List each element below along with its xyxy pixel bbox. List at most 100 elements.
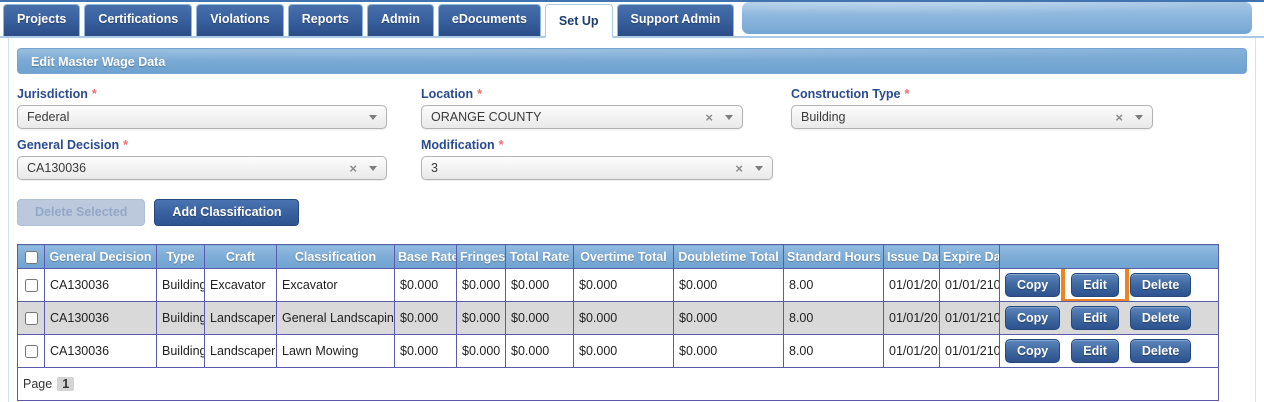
form-row-2: General Decision * CA130036 × Modificatio…: [17, 138, 1247, 180]
page-label: Page: [23, 377, 53, 391]
page-number-badge[interactable]: 1: [57, 377, 75, 391]
cell-expire-date: 01/01/2100: [939, 334, 1000, 368]
dropdown-caret-icon[interactable]: [369, 114, 377, 120]
table-footer-row: Page 1: [17, 367, 1219, 401]
cell-base-rate: $0.000: [394, 334, 457, 368]
general-decision-select[interactable]: CA130036 ×: [17, 156, 387, 180]
header-checkbox-cell: [17, 244, 45, 269]
cell-general-decision: CA130036: [44, 301, 157, 335]
col-type: Type: [156, 244, 205, 269]
col-overtime-total: Overtime Total: [573, 244, 674, 269]
modification-select[interactable]: 3 ×: [421, 156, 773, 180]
cell-standard-hours: 8.00: [783, 268, 884, 302]
row-actions-cell: Copy Edit Delete: [999, 301, 1219, 335]
delete-button[interactable]: Delete: [1129, 273, 1192, 297]
select-all-checkbox[interactable]: [24, 250, 38, 264]
cell-total-rate: $0.000: [505, 301, 574, 335]
modification-label: Modification *: [421, 138, 504, 152]
tab-edocuments[interactable]: eDocuments: [437, 4, 541, 36]
clear-icon[interactable]: ×: [735, 160, 743, 176]
page-title: Edit Master Wage Data: [17, 48, 1247, 74]
tab-set-up[interactable]: Set Up: [544, 4, 613, 38]
copy-button[interactable]: Copy: [1005, 273, 1061, 297]
cell-type: Building: [156, 301, 205, 335]
col-fringes: Fringes: [456, 244, 506, 269]
location-value: ORANGE COUNTY: [431, 110, 542, 124]
cell-craft: Excavator: [204, 268, 277, 302]
tab-violations[interactable]: Violations: [196, 4, 284, 36]
tab-support-admin[interactable]: Support Admin: [616, 4, 735, 36]
delete-selected-button[interactable]: Delete Selected: [17, 199, 146, 226]
tab-admin[interactable]: Admin: [366, 4, 434, 36]
table-row: CA130036 Building Excavator Excavator $0…: [17, 268, 1219, 302]
dropdown-caret-icon[interactable]: [725, 114, 733, 120]
cell-type: Building: [156, 334, 205, 368]
form-row-1: Jurisdiction * Federal Location * ORANGE C…: [17, 87, 1247, 129]
table-row: CA130036 Building Landscaper Lawn Mowing…: [17, 334, 1219, 368]
cell-fringes: $0.000: [456, 334, 506, 368]
jurisdiction-label: Jurisdiction *: [17, 87, 97, 101]
add-classification-button[interactable]: Add Classification: [154, 199, 300, 226]
table-row: CA130036 Building Landscaper General Lan…: [17, 301, 1219, 335]
jurisdiction-select[interactable]: Federal: [17, 105, 387, 129]
col-doubletime-total: Doubletime Total: [673, 244, 784, 269]
dropdown-caret-icon[interactable]: [369, 165, 377, 171]
copy-button[interactable]: Copy: [1005, 339, 1061, 363]
col-craft: Craft: [204, 244, 277, 269]
cell-overtime-total: $0.000: [573, 301, 674, 335]
tab-projects[interactable]: Projects: [3, 4, 81, 36]
pagination-cell: Page 1: [17, 367, 1219, 401]
construction-type-field-group: Construction Type * Building ×: [791, 87, 1153, 129]
copy-button[interactable]: Copy: [1005, 306, 1061, 330]
required-asterisk: *: [904, 87, 910, 101]
cell-total-rate: $0.000: [505, 268, 574, 302]
cell-issue-date: 01/01/2013: [883, 268, 940, 302]
highlighted-edit-wrapper: Edit: [1061, 269, 1129, 301]
wage-data-table: General Decision Type Craft Classificati…: [17, 244, 1219, 401]
edit-button[interactable]: Edit: [1071, 306, 1119, 330]
cell-doubletime-total: $0.000: [673, 268, 784, 302]
cell-issue-date: 01/01/2013: [883, 301, 940, 335]
dropdown-caret-icon[interactable]: [1135, 114, 1143, 120]
col-standard-hours: Standard Hours: [783, 244, 884, 269]
cell-doubletime-total: $0.000: [673, 334, 784, 368]
row-checkbox[interactable]: [24, 312, 38, 326]
cell-general-decision: CA130036: [44, 268, 157, 302]
cell-classification: General Landscaping: [276, 301, 395, 335]
modification-value: 3: [431, 161, 438, 175]
construction-type-select[interactable]: Building ×: [791, 105, 1153, 129]
row-actions-cell: Copy Edit Delete: [999, 334, 1219, 368]
row-checkbox[interactable]: [24, 345, 38, 359]
delete-button[interactable]: Delete: [1129, 306, 1192, 330]
cell-general-decision: CA130036: [44, 334, 157, 368]
delete-button[interactable]: Delete: [1129, 339, 1192, 363]
location-select[interactable]: ORANGE COUNTY ×: [421, 105, 743, 129]
dropdown-caret-icon[interactable]: [755, 165, 763, 171]
col-general-decision: General Decision: [44, 244, 157, 269]
clear-icon[interactable]: ×: [349, 160, 357, 176]
cell-classification: Excavator: [276, 268, 395, 302]
tab-reports[interactable]: Reports: [287, 4, 363, 36]
cell-craft: Landscaper: [204, 334, 277, 368]
clear-icon[interactable]: ×: [1115, 109, 1123, 125]
edit-button[interactable]: Edit: [1071, 273, 1119, 297]
location-field-group: Location * ORANGE COUNTY ×: [421, 87, 743, 129]
cell-classification: Lawn Mowing: [276, 334, 395, 368]
row-checkbox-cell: [17, 268, 45, 302]
edit-button[interactable]: Edit: [1071, 339, 1119, 363]
row-actions-cell: Copy Edit Delete: [999, 268, 1219, 302]
required-asterisk: *: [477, 87, 482, 101]
clear-icon[interactable]: ×: [705, 109, 713, 125]
row-checkbox-cell: [17, 334, 45, 368]
cell-standard-hours: 8.00: [783, 301, 884, 335]
jurisdiction-value: Federal: [27, 110, 70, 124]
grid-toolbar: Delete Selected Add Classification: [17, 199, 1247, 226]
cell-issue-date: 01/01/2013: [883, 334, 940, 368]
construction-type-value: Building: [801, 110, 846, 124]
main-tab-bar: Projects Certifications Violations Repor…: [0, 0, 1264, 38]
tab-certifications[interactable]: Certifications: [84, 4, 193, 36]
row-checkbox[interactable]: [24, 279, 38, 293]
required-asterisk: *: [123, 138, 128, 152]
required-asterisk: *: [91, 87, 97, 101]
content-panel: Edit Master Wage Data Jurisdiction * Fede…: [8, 38, 1256, 402]
